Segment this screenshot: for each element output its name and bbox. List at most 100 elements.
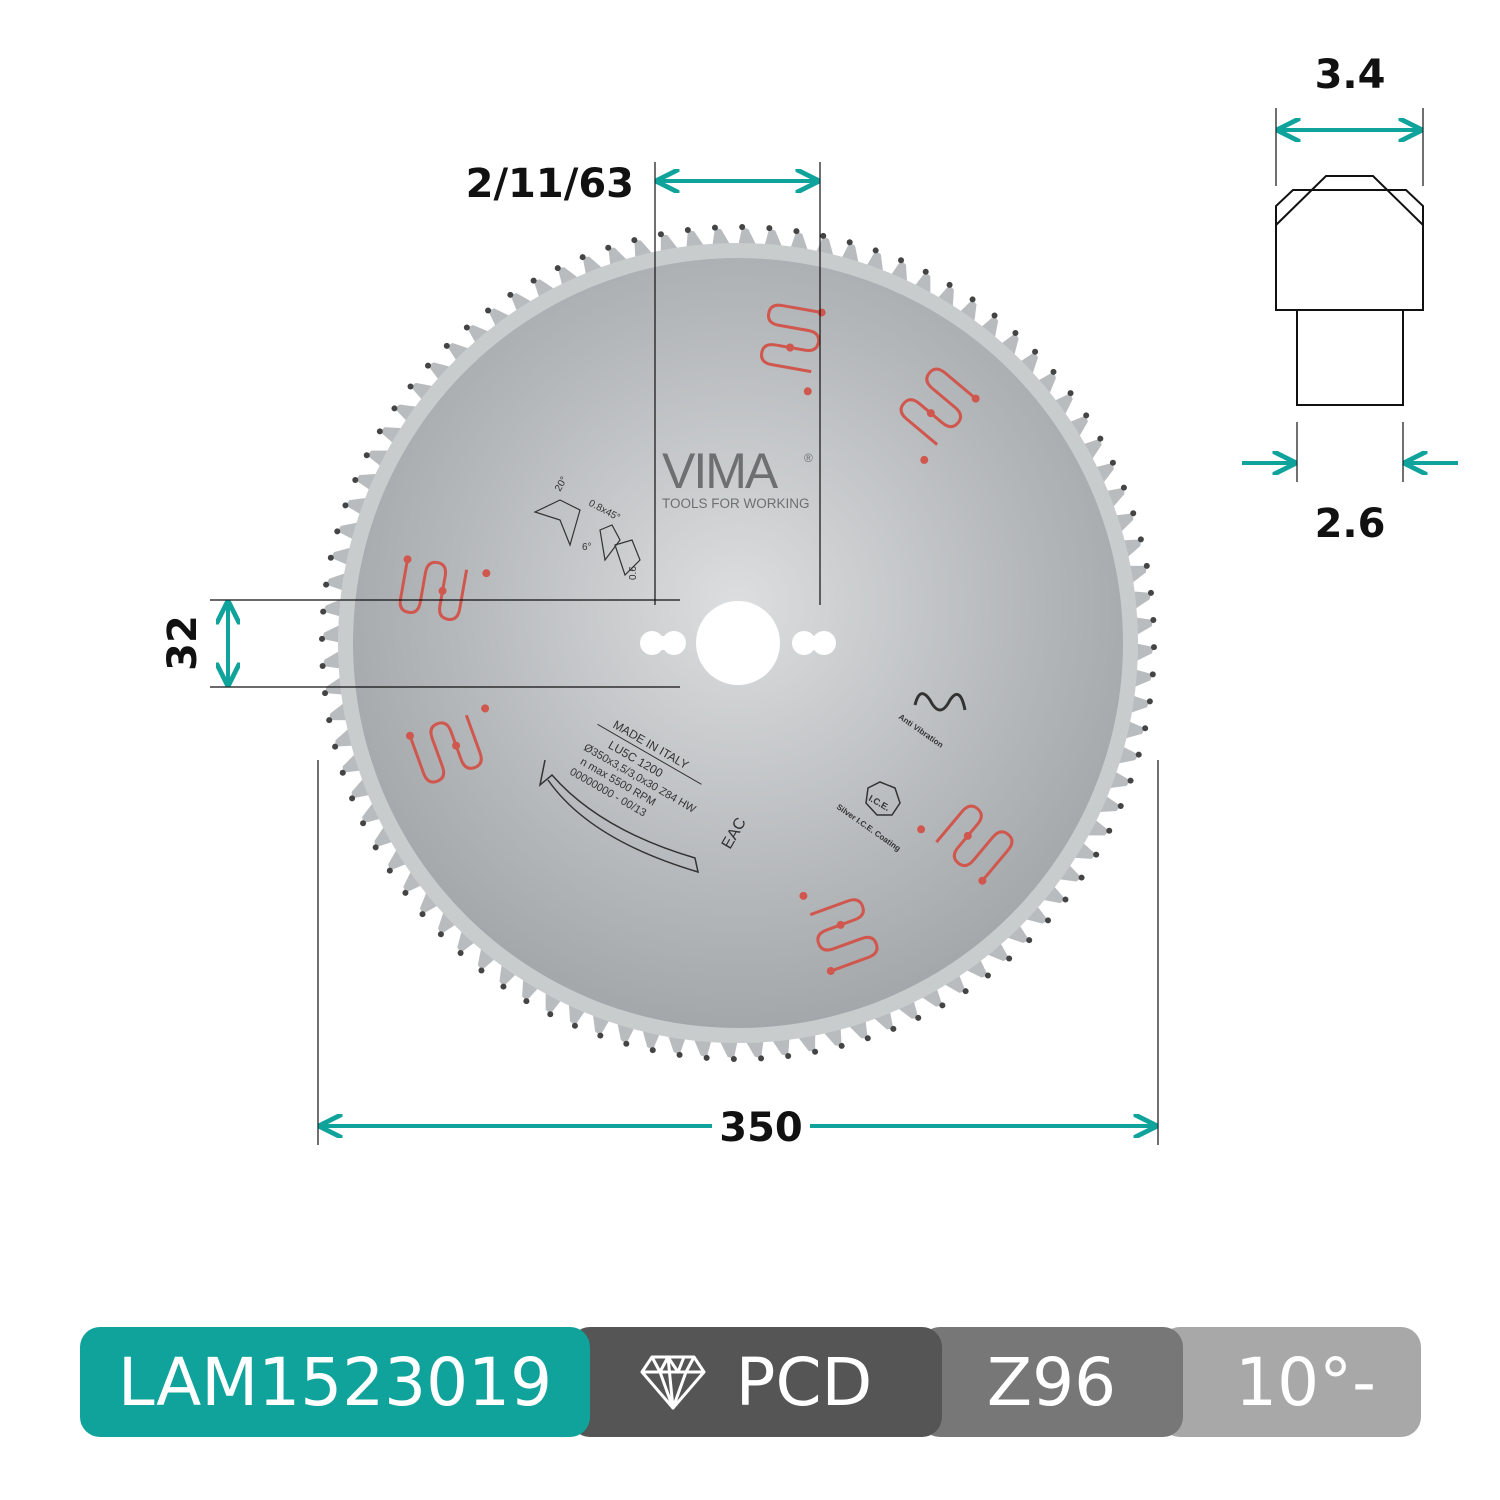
tooth-tip: [991, 312, 998, 319]
tooth-tip: [676, 1051, 683, 1058]
tooth-tip: [376, 428, 383, 435]
hook-angle: 10°-: [1235, 1343, 1376, 1421]
brand-logo: VIMA: [662, 443, 779, 499]
tooth-tip: [485, 307, 492, 314]
tooth-tip: [922, 268, 929, 275]
tooth-tip: [424, 362, 431, 369]
damper-slots: [398, 303, 1014, 976]
pin-holes: [640, 631, 836, 655]
tooth-tip: [703, 1054, 710, 1061]
tooth: [457, 927, 477, 954]
tooth-tip: [605, 244, 612, 251]
tooth-tip: [872, 247, 879, 254]
tooth-tip: [1050, 368, 1057, 375]
tooth-tip: [334, 528, 341, 535]
tooth-tip: [1062, 896, 1069, 903]
tooth: [1022, 904, 1049, 924]
tooth-tip: [766, 225, 773, 232]
damper-slot: [398, 555, 491, 621]
tooth-tip: [1130, 510, 1137, 517]
tooth-tip: [1146, 698, 1153, 705]
tooth: [1067, 415, 1088, 440]
tooth-tip: [1137, 536, 1144, 543]
tooth-tip: [657, 231, 664, 238]
tooth-tip: [349, 795, 356, 802]
tooth-tip: [684, 227, 691, 234]
tooth-tip: [915, 1014, 922, 1021]
tooth: [941, 972, 966, 993]
rotation-arrow-icon: [538, 759, 699, 874]
tooth-tip: [372, 844, 379, 851]
tooth-tip: [407, 383, 414, 390]
diameter-dimension: 350: [719, 1105, 803, 1151]
tooth-tip: [443, 342, 450, 349]
tooth-tip: [597, 1032, 604, 1039]
tooth-tip: [554, 265, 561, 272]
tooth: [438, 908, 458, 935]
tooth-tip: [402, 889, 409, 896]
tooth: [403, 868, 424, 893]
angle-pill: 10°-: [1160, 1327, 1421, 1437]
tooth-tip: [457, 950, 464, 957]
material-pill: PCD: [570, 1327, 942, 1437]
tooth: [388, 846, 409, 871]
tooth-tip: [1106, 827, 1113, 834]
tooth-tip: [1127, 777, 1134, 784]
tooth-profile-drawing: [1275, 175, 1424, 406]
tooth: [1080, 438, 1102, 463]
dimension-arrows: [228, 130, 1458, 1126]
tooth-tip: [793, 228, 800, 235]
tooth-tip: [820, 232, 827, 239]
tooth-tip: [386, 867, 393, 874]
tooth-tip: [319, 635, 326, 642]
tooth-tip: [730, 1055, 737, 1062]
tooth: [1093, 462, 1114, 486]
tooth-tip: [890, 1025, 897, 1032]
tooth-tip: [571, 1022, 578, 1029]
tooth-tip: [1109, 459, 1116, 466]
tooth: [1133, 643, 1154, 663]
tooth: [533, 279, 558, 301]
tooth: [1035, 371, 1056, 397]
tooth: [322, 649, 343, 669]
tooth: [446, 343, 473, 363]
bore-dimension: 32: [160, 615, 206, 671]
tooth-tip: [323, 581, 330, 588]
tooth-tip: [1117, 803, 1124, 810]
tooth-tip: [547, 1011, 554, 1018]
tooth-tip: [846, 239, 853, 246]
tooth-tip: [419, 911, 426, 918]
tooth-tip: [898, 257, 905, 264]
tooth-tip: [1006, 955, 1013, 962]
angle-label: 6°: [582, 542, 592, 553]
tooth-tip: [1120, 484, 1127, 491]
tooth: [1018, 351, 1038, 378]
tooth: [984, 940, 1010, 961]
diamond-icon: [640, 1355, 706, 1410]
damper-slot: [799, 891, 879, 976]
tooth: [712, 227, 732, 248]
tooth: [963, 957, 988, 978]
product-code: LAM1523019: [117, 1343, 553, 1421]
tooth-tip: [530, 277, 537, 284]
material-label: PCD: [735, 1343, 873, 1421]
tooth-tip: [1045, 917, 1052, 924]
angle-label: 0.6: [628, 566, 639, 580]
tooth-tip: [319, 663, 326, 670]
tooth: [1133, 617, 1154, 637]
tooth-tip: [507, 291, 514, 298]
tooth-tip: [1012, 329, 1019, 336]
tooth-tip: [631, 237, 638, 244]
tooth-tip: [463, 324, 470, 331]
tooth: [918, 985, 943, 1007]
tooth-tip: [326, 717, 333, 724]
damper-slot: [899, 367, 980, 464]
tooth-tip: [1150, 644, 1157, 651]
tooth-tip: [1067, 390, 1074, 397]
tooth: [718, 1038, 738, 1059]
tooth-tip: [1032, 348, 1039, 355]
tooth-tip: [391, 405, 398, 412]
tooth-tip: [360, 820, 367, 827]
tooth-tip: [342, 502, 349, 509]
teeth-count: Z96: [986, 1343, 1117, 1421]
